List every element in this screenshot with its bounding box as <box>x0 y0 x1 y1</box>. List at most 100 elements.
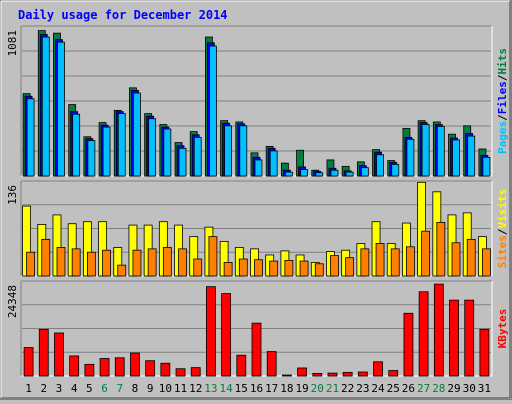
x-label-day-4: 4 <box>71 382 78 395</box>
x-label-day-30: 30 <box>463 382 476 395</box>
y-axis-max-label: 1081 <box>6 30 19 57</box>
chart-panel-3: 24348 KBytes <box>6 280 509 377</box>
bar-sites-day-30 <box>466 238 476 277</box>
bar-kbytes-day-5 <box>84 363 95 377</box>
bar-kbytes-day-21 <box>327 372 338 377</box>
y-axis-max-label: 136 <box>6 185 19 205</box>
x-label-day-21: 21 <box>326 382 339 395</box>
x-label-day-31: 31 <box>478 382 491 395</box>
bar-kbytes-day-7 <box>114 357 125 377</box>
x-label-day-14: 14 <box>219 382 233 395</box>
chart-title: Daily usage for December 2014 <box>18 8 228 22</box>
bar-pages-day-4 <box>72 113 81 177</box>
x-label-day-13: 13 <box>204 382 217 395</box>
bar-kbytes-day-1 <box>23 347 34 377</box>
x-label-day-10: 10 <box>159 382 172 395</box>
bar-pages-day-6 <box>102 126 111 177</box>
chart-panel-1: 1081 Pages/Files/Hits <box>6 25 509 177</box>
bar-kbytes-day-16 <box>251 322 262 377</box>
bar-pages-day-19 <box>300 169 308 177</box>
x-label-day-25: 25 <box>387 382 400 395</box>
bar-pages-day-20 <box>315 172 324 177</box>
x-label-day-15: 15 <box>235 382 248 395</box>
bar-pages-day-16 <box>254 159 263 177</box>
bar-kbytes-day-10 <box>160 362 171 377</box>
bar-sites-day-10 <box>162 247 172 277</box>
bar-kbytes-day-27 <box>418 291 429 377</box>
x-label-day-1: 1 <box>25 382 32 395</box>
legend-files: Files <box>496 81 509 114</box>
bar-kbytes-day-31 <box>479 328 490 377</box>
legend-visits: Visits <box>496 189 509 229</box>
x-label-day-3: 3 <box>56 382 63 395</box>
bar-sites-day-31 <box>482 248 491 277</box>
legend: Pages/Files/Hits <box>496 48 509 154</box>
bar-sites-day-4 <box>71 248 81 277</box>
bar-sites-day-24 <box>375 243 385 277</box>
x-label-day-7: 7 <box>116 382 123 395</box>
bar-sites-day-8 <box>132 249 142 277</box>
bar-pages-day-8 <box>133 92 141 177</box>
bar-kbytes-day-23 <box>357 371 368 377</box>
bar-kbytes-day-8 <box>130 352 140 377</box>
bar-pages-day-7 <box>117 113 126 177</box>
bar-pages-day-2 <box>41 36 50 177</box>
legend-separator: / <box>496 114 509 121</box>
bar-pages-day-12 <box>193 136 202 177</box>
bar-kbytes-day-3 <box>54 332 64 377</box>
bar-sites-day-14 <box>223 262 233 277</box>
x-label-day-26: 26 <box>402 382 415 395</box>
x-label-day-18: 18 <box>280 382 293 395</box>
x-label-day-16: 16 <box>250 382 263 395</box>
x-label-day-27: 27 <box>417 382 430 395</box>
bar-kbytes-day-20 <box>312 373 323 377</box>
bar-kbytes-day-17 <box>266 351 277 377</box>
bar-sites-day-2 <box>41 238 51 277</box>
x-label-day-24: 24 <box>371 382 385 395</box>
bar-sites-day-19 <box>299 260 309 277</box>
bar-sites-day-3 <box>56 247 66 277</box>
bar-sites-day-11 <box>178 248 187 277</box>
bar-sites-day-23 <box>360 248 370 277</box>
bar-pages-day-9 <box>148 118 157 177</box>
bar-pages-day-15 <box>239 125 248 177</box>
bar-sites-day-12 <box>193 258 203 277</box>
bar-pages-day-21 <box>330 169 339 177</box>
bar-kbytes-day-12 <box>190 367 201 377</box>
bar-sites-day-5 <box>86 251 96 277</box>
bar-kbytes-day-30 <box>464 299 475 377</box>
x-label-day-19: 19 <box>295 382 308 395</box>
bar-sites-day-15 <box>238 258 248 277</box>
bar-sites-day-22 <box>345 257 355 277</box>
bar-kbytes-day-2 <box>38 328 49 377</box>
bar-kbytes-day-6 <box>99 358 110 377</box>
x-axis-day-labels: 1 2 3 4 5 6 7 8 9 10 11 12 13 14 15 16 17 18 19 20 21 22 23 24 2… <box>25 382 491 395</box>
bar-pages-day-22 <box>345 171 354 177</box>
bar-sites-day-7 <box>117 264 127 277</box>
bar-kbytes-day-11 <box>175 368 186 377</box>
legend: Sites/Visits <box>496 189 509 269</box>
bar-kbytes-day-28 <box>433 283 444 377</box>
bar-kbytes-day-14 <box>221 293 232 377</box>
bar-pages-day-27 <box>421 124 430 177</box>
bar-sites-day-26 <box>406 246 415 277</box>
bar-pages-day-31 <box>482 156 491 177</box>
bar-pages-day-14 <box>224 125 233 177</box>
bar-pages-day-5 <box>87 140 96 177</box>
bar-sites-day-6 <box>102 249 111 277</box>
bar-sites-day-28 <box>436 221 446 277</box>
bar-pages-day-13 <box>209 45 217 177</box>
bar-sites-day-17 <box>269 260 279 277</box>
bar-pages-day-17 <box>269 150 278 177</box>
bar-pages-day-11 <box>178 147 187 177</box>
bar-pages-day-24 <box>376 154 384 177</box>
bar-sites-day-25 <box>390 248 400 277</box>
bar-kbytes-day-22 <box>342 371 353 377</box>
bar-kbytes-day-4 <box>69 355 80 377</box>
x-label-day-20: 20 <box>311 382 324 395</box>
x-label-day-5: 5 <box>86 382 93 395</box>
legend: KBytes <box>496 309 509 349</box>
bar-pages-day-25 <box>391 164 400 177</box>
